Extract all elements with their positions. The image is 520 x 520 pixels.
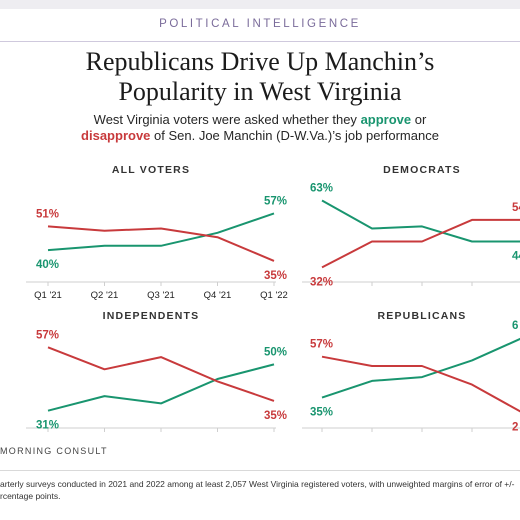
panel-title: INDEPENDENTS [102, 310, 200, 322]
chart-svg: 31% 57% 50% 35% [26, 329, 287, 432]
series-line-approve [321, 337, 520, 399]
title-line-1: Republicans Drive Up Manchin’s [85, 47, 435, 76]
x-tick-label: Q2 '21 [91, 290, 119, 301]
series-line-approve [47, 363, 275, 412]
end-label-disapprove: 2 [512, 421, 518, 433]
brand-logo-text: MORNING CONSULT [0, 446, 108, 456]
panel-democrats: DEMOCRATS 63% 32% 44 54 [302, 164, 520, 304]
panel-title: DEMOCRATS [383, 164, 461, 176]
series-line-disapprove [321, 218, 520, 269]
footnote-line-2: rcentage points. [0, 491, 61, 501]
panel-title: ALL VOTERS [111, 164, 191, 176]
end-label-approve: 6 [512, 320, 518, 332]
series-line-disapprove [321, 355, 520, 413]
kicker: POLITICAL INTELLIGENCE [159, 18, 361, 30]
start-label-approve: 40% [36, 259, 59, 271]
x-tick-label: Q4 '21 [204, 290, 232, 301]
end-label-disapprove: 54 [512, 202, 520, 214]
footnote-line-1: arterly surveys conducted in 2021 and 20… [0, 479, 515, 489]
series-line-disapprove [47, 346, 275, 402]
start-label-disapprove: 51% [36, 208, 59, 220]
end-label-disapprove: 35% [264, 410, 287, 422]
panel-all-voters: ALL VOTERS Q1 '21 Q2 '21 Q3 '21 Q4 '21 Q1 '2… [26, 164, 288, 304]
chart-title: Republicans Drive Up Manchin’s Popularit… [0, 47, 520, 107]
end-label-approve: 57% [264, 195, 287, 207]
x-tick-label: Q1 '21 [34, 290, 62, 301]
x-tick-label: Q3 '21 [147, 290, 175, 301]
start-label-disapprove: 57% [310, 339, 333, 351]
chart-svg: 63% 32% 44 54 [302, 182, 520, 288]
start-label-disapprove: 32% [310, 276, 333, 288]
chart-svg: Q1 '21 Q2 '21 Q3 '21 Q4 '21 Q1 '22 40% 51% 57% 3… [26, 195, 288, 301]
chart-svg: 35% 57% 6 2 [302, 320, 520, 433]
subtitle: West Virginia voters were asked whether … [60, 112, 460, 144]
start-label-approve: 63% [310, 182, 333, 194]
subtitle-text: West Virginia voters were asked whether … [93, 112, 357, 127]
panel-republicans: REPUBLICANS 35% 57% 6 2 [302, 310, 520, 440]
title-line-2: Popularity in West Virginia [118, 77, 402, 106]
start-label-approve: 35% [310, 407, 333, 419]
panel-independents: INDEPENDENTS 31% 57% 50% 35% [26, 310, 287, 440]
end-label-approve: 44 [512, 250, 520, 262]
x-tick-label: Q1 '22 [260, 290, 288, 301]
top-rule [0, 0, 520, 9]
subtitle-or: or [411, 112, 427, 127]
subtitle-text-2: of Sen. Joe Manchin (D-W.Va.)’s job perf… [150, 128, 439, 143]
series-line-disapprove [47, 225, 275, 262]
subtitle-line-1: West Virginia voters were asked whether … [60, 112, 460, 128]
approve-keyword: approve [360, 112, 412, 127]
footnote: arterly surveys conducted in 2021 and 20… [0, 478, 520, 502]
kicker-divider [0, 41, 520, 42]
start-label-approve: 31% [36, 420, 59, 432]
disapprove-keyword: disapprove [81, 128, 151, 143]
series-line-approve [47, 212, 275, 252]
panel-title: REPUBLICANS [377, 310, 467, 322]
end-label-approve: 50% [264, 346, 287, 358]
start-label-disapprove: 57% [36, 329, 59, 341]
series-line-approve [321, 199, 520, 243]
subtitle-line-2: disapprove of Sen. Joe Manchin (D-W.Va.)… [60, 128, 460, 144]
end-label-disapprove: 35% [264, 270, 287, 282]
footnote-divider [0, 470, 520, 471]
